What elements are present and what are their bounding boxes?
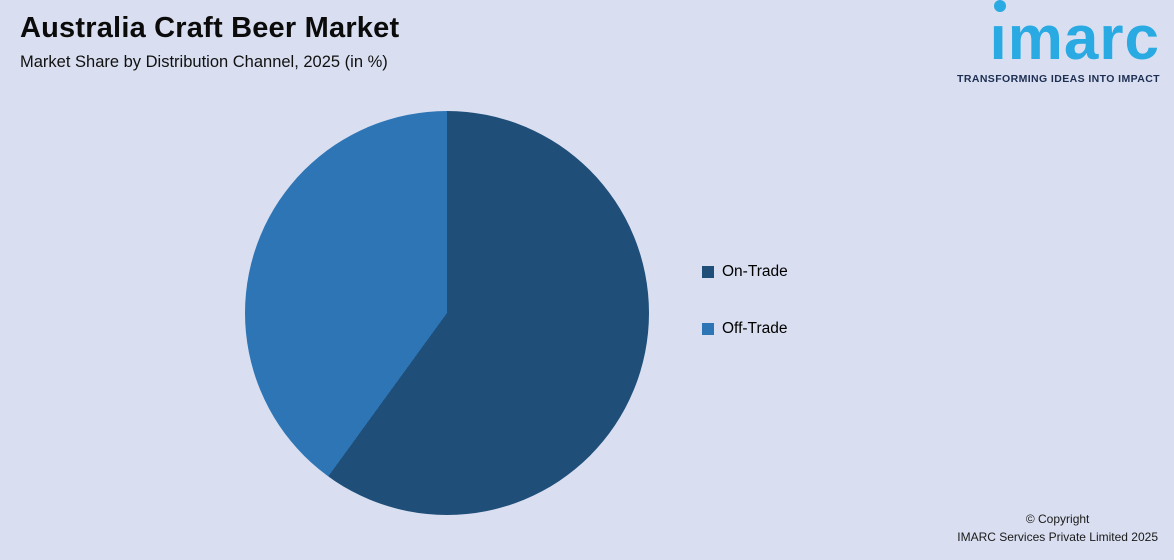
imarc-logo-word: ımarc (989, 4, 1160, 73)
legend-marker (702, 323, 714, 335)
imarc-logo-tagline: TRANSFORMING IDEAS INTO IMPACT (957, 73, 1160, 86)
legend-label: Off-Trade (722, 320, 788, 337)
imarc-logo: ımarc TRANSFORMING IDEAS INTO IMPACT (957, 0, 1160, 86)
page-title: Australia Craft Beer Market (20, 12, 400, 44)
copyright-line-2: IMARC Services Private Limited 2025 (957, 529, 1158, 544)
legend-item-on-trade: On-Trade (702, 263, 788, 281)
legend-marker (702, 266, 714, 278)
copyright-line-1: © Copyright (1025, 512, 1090, 527)
copyright-notice: © Copyright IMARC Services Private Limit… (957, 511, 1158, 546)
chart-legend: On-Trade Off-Trade (702, 263, 788, 377)
pie-chart (245, 111, 649, 515)
imarc-logo-text: ımarc (989, 0, 1160, 73)
page-subtitle: Market Share by Distribution Channel, 20… (20, 53, 388, 71)
imarc-logo-dot-icon (993, 0, 1006, 12)
legend-label: On-Trade (722, 263, 788, 280)
legend-item-off-trade: Off-Trade (702, 320, 788, 338)
